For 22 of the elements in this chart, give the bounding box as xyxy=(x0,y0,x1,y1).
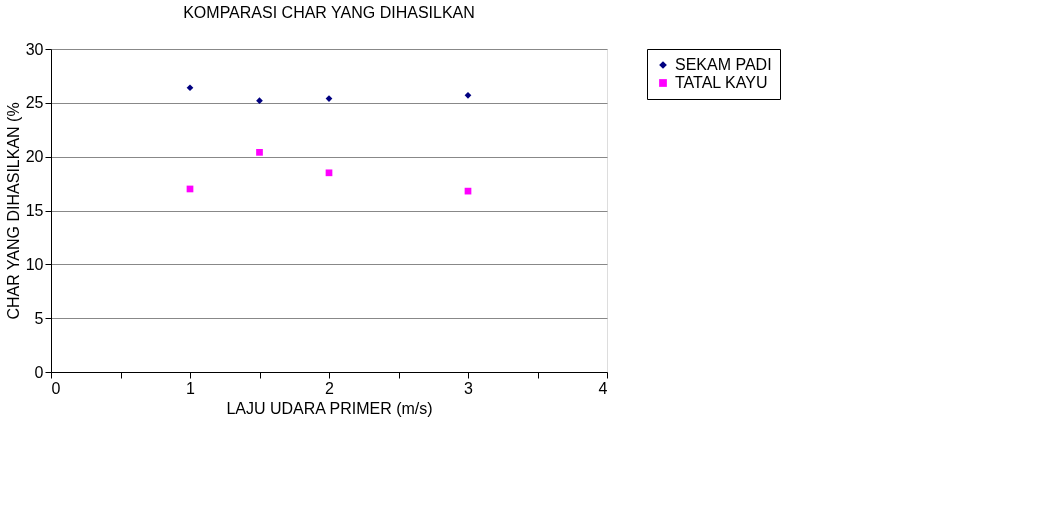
chart-title: KOMPARASI CHAR YANG DIHASILKAN xyxy=(183,4,475,21)
y-tick-label: 5 xyxy=(34,309,44,327)
point xyxy=(186,84,194,92)
y-tick-label: 20 xyxy=(25,148,44,166)
y-tick-label: 0 xyxy=(34,363,44,381)
x-tick-label: 0 xyxy=(51,379,61,397)
x-tick-label: 2 xyxy=(325,379,335,397)
point xyxy=(325,169,333,177)
x-tick-label: 1 xyxy=(186,379,196,397)
y-tick-label: 30 xyxy=(25,40,44,58)
x-tick-label: 3 xyxy=(464,379,474,397)
point xyxy=(256,149,263,156)
x-axis-title: LAJU UDARA PRIMER (m/s) xyxy=(226,399,433,417)
y-tick-label: 15 xyxy=(25,202,44,219)
x-tick-label: 4 xyxy=(598,379,608,397)
point xyxy=(256,97,263,105)
point xyxy=(464,91,472,99)
legend-label: SEKAM PADI xyxy=(675,56,772,73)
y-tick-label: 25 xyxy=(25,94,44,112)
legend-label: TATAL KAYU xyxy=(675,74,768,91)
y-axis-title: CHAR YANG DIHASILKAN (% xyxy=(4,102,22,320)
y-tick-label: 10 xyxy=(25,255,44,273)
